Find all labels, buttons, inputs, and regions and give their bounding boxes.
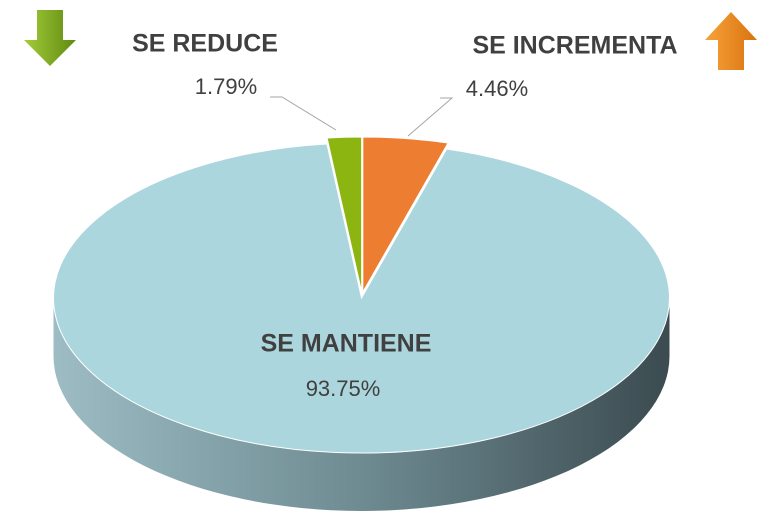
slice	[52, 143, 670, 454]
category-label: SE REDUCE	[132, 30, 278, 58]
category-label: SE INCREMENTA	[472, 32, 677, 60]
slice	[362, 136, 449, 294]
slice	[326, 136, 363, 293]
down-arrow-icon	[24, 10, 76, 66]
value-label: 1.79%	[195, 74, 257, 99]
value-label: 4.46%	[466, 76, 528, 101]
category-label: SE MANTIENE	[261, 330, 432, 358]
pie	[52, 136, 670, 511]
leader-line	[407, 97, 454, 137]
up-arrow-icon	[705, 12, 757, 70]
slice-side	[53, 298, 670, 511]
leader-line	[270, 96, 337, 131]
value-label: 93.75%	[306, 376, 381, 401]
